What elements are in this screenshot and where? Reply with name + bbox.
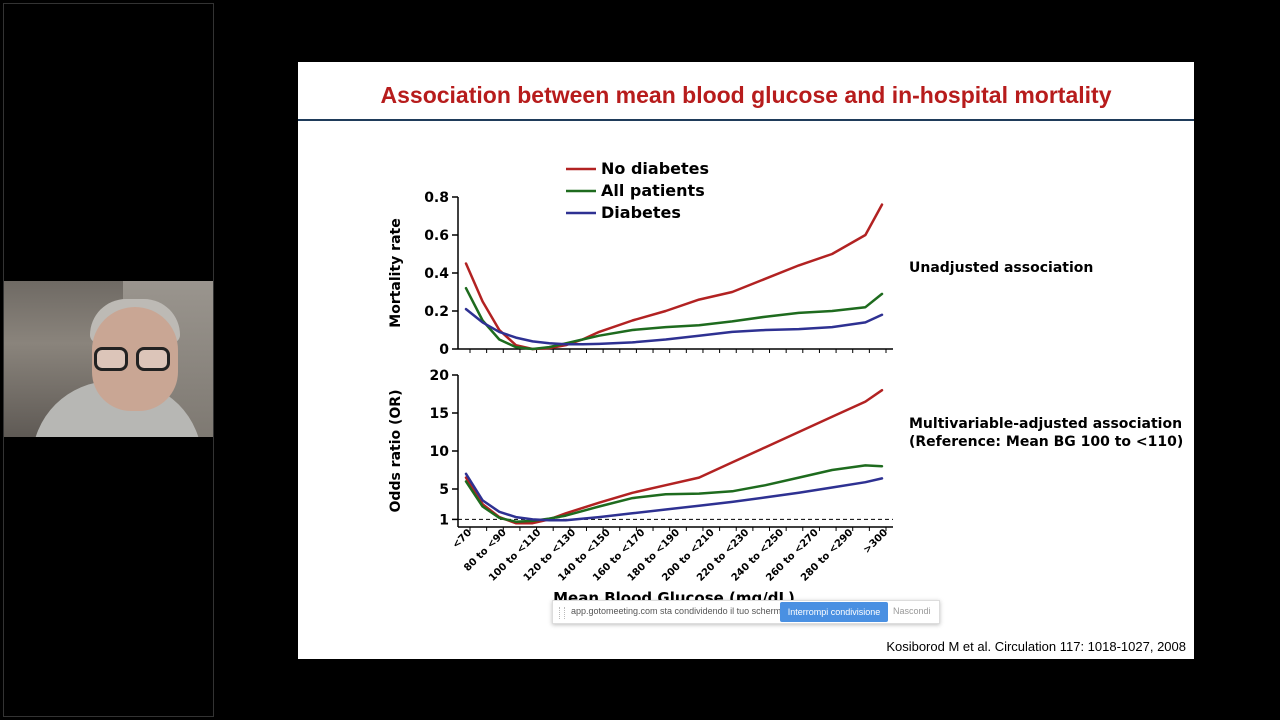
legend-entry: All patients bbox=[601, 181, 705, 200]
screen-share-bar: app.gotomeeting.com sta condividendo il … bbox=[552, 600, 940, 624]
y-tick-label: 15 bbox=[430, 406, 449, 422]
series-line-no-diabetes bbox=[464, 388, 884, 525]
y-tick-label: 0.2 bbox=[424, 304, 449, 320]
series-line-all-patients bbox=[464, 464, 884, 523]
y-axis-label: Odds ratio (OR) bbox=[388, 390, 404, 513]
webcam-video bbox=[4, 281, 213, 437]
y-tick-label: 0.8 bbox=[424, 190, 449, 206]
share-status-text: app.gotomeeting.com sta condividendo il … bbox=[571, 606, 789, 616]
glucose-mortality-chart: 0 0.2 0.4 0.6 0.8 Mortality rate Unadjusted as… bbox=[388, 159, 1183, 607]
panel-label-sub: (Reference: Mean BG 100 to <110) bbox=[909, 434, 1183, 450]
y-tick-label: 20 bbox=[430, 368, 450, 384]
x-tick-label: >300 bbox=[862, 527, 890, 555]
panel-label: Multivariable-adjusted association bbox=[909, 416, 1182, 432]
y-tick-label: 0.4 bbox=[424, 266, 449, 282]
panel-label: Unadjusted association bbox=[909, 260, 1093, 276]
y-tick-label: 0.6 bbox=[424, 228, 449, 244]
y-tick-label: 10 bbox=[430, 444, 450, 460]
citation: Kosiborod M et al. Circulation 117: 1018… bbox=[886, 639, 1186, 654]
legend-entry: Diabetes bbox=[601, 203, 681, 222]
hide-link[interactable]: Nascondi bbox=[893, 606, 931, 616]
y-tick-label: 0 bbox=[439, 342, 449, 358]
series-line-diabetes bbox=[464, 472, 884, 522]
drag-handle-icon[interactable] bbox=[559, 607, 565, 619]
slide-title: Association between mean blood glucose a… bbox=[380, 82, 1112, 108]
y-tick-label: 1 bbox=[439, 512, 449, 528]
series-line-diabetes bbox=[464, 307, 884, 346]
y-tick-label: 5 bbox=[439, 482, 449, 498]
stop-sharing-button[interactable]: Interrompi condivisione bbox=[780, 602, 888, 622]
series-line-no-diabetes bbox=[464, 203, 884, 351]
title-divider bbox=[298, 119, 1194, 121]
presentation-slide: Association between mean blood glucose a… bbox=[298, 62, 1194, 659]
y-axis-label: Mortality rate bbox=[388, 218, 404, 327]
legend-entry: No diabetes bbox=[601, 159, 709, 178]
series-line-all-patients bbox=[464, 286, 884, 351]
x-tick-label: <70 bbox=[451, 527, 475, 551]
